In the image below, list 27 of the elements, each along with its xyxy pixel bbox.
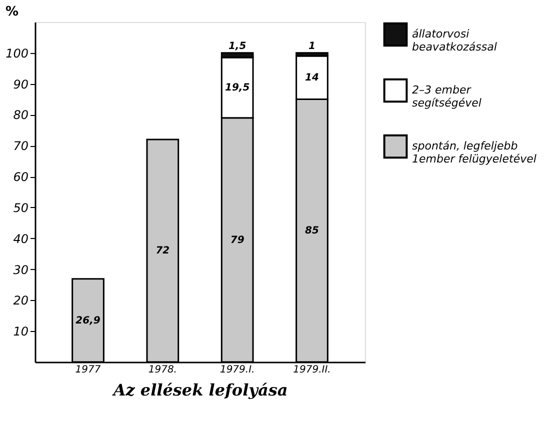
y-tick-label: 40 bbox=[13, 232, 29, 246]
data-label: 19,5 bbox=[224, 82, 250, 94]
x-tick-label: 1978. bbox=[148, 364, 177, 376]
y-tick-label: 60 bbox=[13, 170, 29, 184]
data-label: 1 bbox=[308, 40, 316, 52]
x-tick-label: 1977 bbox=[75, 364, 102, 376]
y-tick-label: 50 bbox=[13, 200, 29, 215]
x-tick-label: 1979.I. bbox=[220, 364, 255, 376]
y-tick-label: 10 bbox=[13, 324, 29, 339]
y-tick-label: 70 bbox=[13, 139, 29, 154]
legend-label: állatorvosi beavatkozással bbox=[412, 28, 497, 54]
y-tick-label: 100 bbox=[6, 46, 29, 60]
legend-label: 2–3 ember segítségével bbox=[412, 84, 482, 110]
legend-label: spontán, legfeljebb 1ember felügyeletével bbox=[412, 140, 536, 166]
y-tick-label: 90 bbox=[13, 77, 29, 92]
x-axis-title: Az ellések lefolyása bbox=[111, 380, 288, 400]
x-tick-label: 1979.II. bbox=[293, 364, 331, 376]
data-label: 72 bbox=[156, 246, 170, 257]
data-label: 79 bbox=[230, 234, 244, 246]
y-axis-title: % bbox=[6, 4, 19, 20]
data-label: 26,9 bbox=[76, 315, 100, 326]
data-label: 14 bbox=[305, 72, 319, 84]
y-tick-label: 80 bbox=[13, 108, 29, 122]
y-tick-label: 30 bbox=[13, 262, 29, 277]
y-tick-label: 20 bbox=[13, 294, 29, 308]
data-label: 85 bbox=[305, 226, 319, 237]
data-label: 1,5 bbox=[228, 40, 246, 52]
